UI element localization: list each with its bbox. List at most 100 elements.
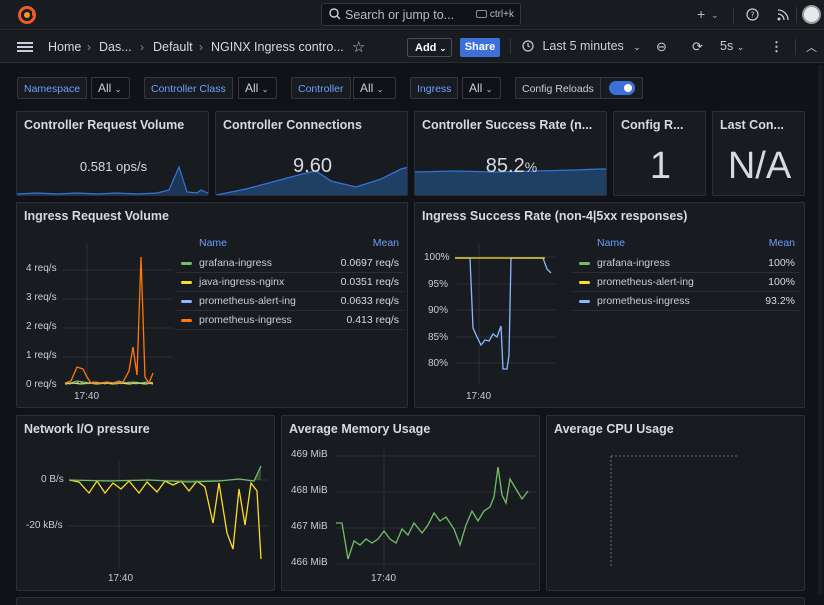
divider — [795, 39, 796, 55]
stat-value: 1 — [649, 145, 672, 187]
add-button[interactable]: Add ⌄ — [407, 38, 452, 57]
legend-row[interactable]: prometheus-ingress 93.2% — [573, 292, 799, 311]
divider — [510, 38, 511, 54]
refresh-icon[interactable]: ⟳ — [692, 39, 703, 54]
time-range-picker[interactable]: Last 5 minutes ⌄ — [522, 39, 641, 53]
breadcrumb-separator-icon: › — [199, 40, 203, 54]
zoom-out-icon[interactable]: ⊖ — [656, 39, 667, 54]
star-icon[interactable]: ☆ — [352, 39, 366, 56]
sparkline — [415, 168, 606, 195]
chevron-down-icon: ⌄ — [633, 42, 641, 52]
panel-title: Ingress Success Rate (non-4|5xx response… — [422, 209, 688, 223]
news-feed-icon[interactable] — [777, 9, 789, 21]
breadcrumb-home[interactable]: Home — [48, 40, 82, 54]
search-input[interactable]: Search or jump to... ctrl+k — [321, 3, 521, 26]
panel-average-memory-usage[interactable]: Average Memory Usage 469 MiB 468 MiB 467… — [281, 415, 540, 591]
y-tick-label: 90% — [428, 305, 449, 316]
panel-title: Config R... — [621, 118, 684, 132]
variable-select-namespace[interactable]: All ⌄ — [91, 77, 130, 99]
legend-row[interactable]: java-ingress-nginx 0.0351 req/s — [175, 273, 403, 292]
y-tick-label: 85% — [428, 332, 449, 343]
x-tick-label: 17:40 — [74, 391, 100, 402]
series-color-swatch — [579, 300, 590, 303]
series-color-swatch — [181, 262, 192, 265]
panel-title: Controller Connections — [223, 118, 362, 132]
series-color-swatch — [181, 300, 192, 303]
divider — [733, 7, 734, 23]
legend-row[interactable]: prometheus-ingress 0.413 req/s — [175, 311, 403, 330]
panel-network-io-pressure[interactable]: Network I/O pressure 0 B/s -20 kB/s 17:4… — [16, 415, 275, 591]
legend-header-mean[interactable]: Mean — [768, 237, 795, 249]
chart-legend: Name Mean grafana-ingress 0.0697 req/s j… — [175, 237, 403, 337]
sparkline — [216, 166, 407, 195]
panel-average-cpu-usage[interactable]: Average CPU Usage — [546, 415, 805, 591]
breadcrumb-dashboard-title: NGINX Ingress contro... — [211, 40, 344, 54]
y-tick-label: 1 req/s — [26, 350, 57, 361]
share-button[interactable]: Share — [460, 38, 500, 57]
panel-controller-connections[interactable]: Controller Connections 9.60 — [215, 111, 408, 196]
y-tick-label: 4 req/s — [26, 263, 57, 274]
config-reloads-toggle[interactable] — [609, 81, 635, 95]
panel-title: Average Memory Usage — [289, 422, 431, 436]
timeseries-chart — [336, 451, 536, 569]
empty-chart-area — [610, 455, 739, 568]
x-tick-label: 17:40 — [108, 573, 134, 584]
panel-config-reloads[interactable]: Config R... 1 — [613, 111, 706, 196]
panel-controller-request-volume[interactable]: Controller Request Volume 0.581 ops/s — [16, 111, 209, 196]
scrollbar[interactable] — [817, 63, 824, 605]
variable-label-namespace: Namespace — [17, 77, 88, 99]
user-avatar[interactable] — [802, 5, 821, 24]
y-tick-label: 466 MiB — [291, 557, 328, 568]
panel-controller-success-rate[interactable]: Controller Success Rate (n... 85.2% — [414, 111, 607, 196]
panel-ingress-success-rate[interactable]: Ingress Success Rate (non-4|5xx response… — [414, 202, 805, 408]
search-shortcut: ctrl+k — [475, 9, 514, 20]
refresh-interval-picker[interactable]: 5s ⌄ — [720, 39, 745, 53]
timeseries-chart — [68, 461, 269, 569]
y-tick-label: 0 B/s — [41, 474, 64, 485]
panel-title: Network I/O pressure — [24, 422, 150, 436]
search-placeholder: Search or jump to... — [345, 8, 455, 22]
panel-title: Average CPU Usage — [554, 422, 674, 436]
chart-legend: Name Mean grafana-ingress 100% prometheu… — [573, 237, 799, 317]
y-tick-label: 3 req/s — [26, 292, 57, 303]
clock-icon — [522, 40, 534, 52]
series-color-swatch — [579, 262, 590, 265]
keyboard-icon — [475, 10, 487, 19]
panel-ingress-request-volume[interactable]: Ingress Request Volume 4 req/s 3 req/s 2… — [16, 202, 408, 408]
more-options-icon[interactable]: ⋮ — [770, 39, 783, 54]
variable-select-ingress[interactable]: All ⌄ — [462, 77, 501, 99]
panel-title: Ingress Request Volume — [24, 209, 169, 223]
help-icon[interactable]: ? — [746, 8, 759, 21]
legend-row[interactable]: prometheus-alert-ing 0.0633 req/s — [175, 292, 403, 311]
svg-text:?: ? — [750, 11, 754, 20]
menu-icon[interactable] — [17, 42, 33, 52]
panel-title: Last Con... — [720, 118, 784, 132]
panel-last-config[interactable]: Last Con... N/A — [712, 111, 805, 196]
variable-label-ingress: Ingress — [410, 77, 459, 99]
chevron-down-icon[interactable]: ⌄ — [711, 10, 719, 20]
breadcrumb-folder[interactable]: Default — [153, 40, 193, 54]
y-tick-label: 2 req/s — [26, 321, 57, 332]
stat-value: 85.2% — [485, 155, 538, 177]
breadcrumb-dashboards[interactable]: Das... — [99, 40, 132, 54]
legend-header-mean[interactable]: Mean — [372, 237, 399, 249]
top-bar: Search or jump to... ctrl+k + ⌄ ? — [0, 0, 824, 30]
new-plus-icon[interactable]: + — [697, 6, 706, 22]
legend-header-name[interactable]: Name — [597, 237, 626, 249]
legend-header-name[interactable]: Name — [199, 237, 228, 249]
stat-value: 0.581 ops/s — [79, 159, 148, 174]
collapse-chevron-up-icon[interactable]: ︿ — [806, 42, 817, 54]
grafana-logo-icon[interactable] — [17, 5, 37, 25]
series-color-swatch — [181, 281, 192, 284]
legend-row[interactable]: prometheus-alert-ing 100% — [573, 273, 799, 292]
x-tick-label: 17:40 — [466, 391, 492, 402]
panel-title: Controller Success Rate (n... — [422, 118, 593, 132]
variable-select-controller[interactable]: All ⌄ — [353, 77, 396, 99]
y-tick-label: 469 MiB — [291, 449, 328, 460]
legend-row[interactable]: grafana-ingress 100% — [573, 254, 799, 273]
series-color-swatch — [181, 319, 192, 322]
legend-row[interactable]: grafana-ingress 0.0697 req/s — [175, 254, 403, 273]
timeseries-chart — [63, 243, 173, 385]
variable-select-controller-class[interactable]: All ⌄ — [238, 77, 277, 99]
breadcrumb-separator-icon: › — [87, 40, 91, 54]
